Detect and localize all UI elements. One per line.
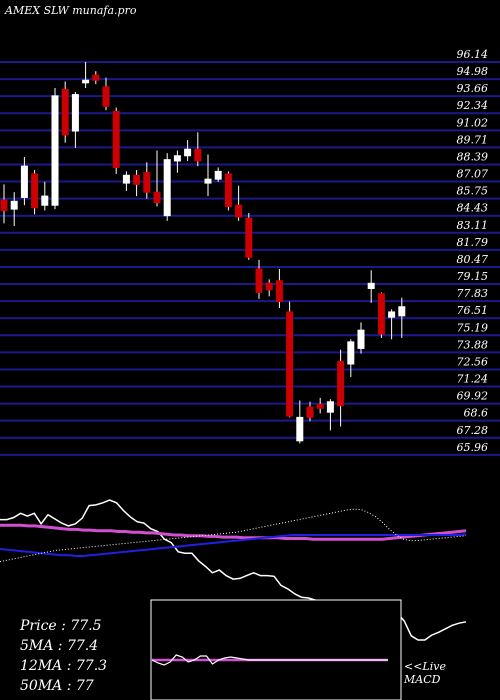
price-grid: [0, 61, 500, 456]
candle-body: [184, 148, 192, 157]
price-tick-label: 89.71: [457, 133, 489, 146]
candle-body: [326, 401, 334, 413]
macd-label: MACD: [404, 673, 441, 686]
price-tick-label: 91.02: [457, 116, 489, 129]
candle-body: [102, 86, 110, 107]
candle-body: [20, 165, 28, 198]
candle-body: [92, 74, 100, 81]
pink-line: [0, 523, 467, 541]
candle-body: [306, 406, 314, 418]
price-tick-label: 76.51: [457, 304, 489, 317]
candle-body: [377, 293, 385, 335]
price-tick-label: 80.47: [457, 253, 489, 266]
price-tick-label: 69.92: [457, 390, 489, 403]
price-tick-label: 96.14: [457, 48, 489, 61]
candle-body: [10, 200, 18, 210]
candle-body: [245, 217, 253, 258]
price-tick-label: 68.6: [464, 407, 489, 420]
price-tick-label: 67.28: [457, 424, 489, 437]
price-tick-label: 93.66: [457, 82, 489, 95]
price-tick-label: 75.19: [457, 321, 489, 334]
candle-body: [112, 110, 120, 168]
price-tick-label: 73.88: [457, 338, 489, 351]
candle-body: [367, 282, 375, 290]
candle-body: [51, 95, 59, 206]
price-tick-label: 72.56: [457, 355, 489, 368]
price-tick-label: 94.98: [457, 65, 489, 78]
price-tick-label: 87.07: [457, 168, 489, 181]
price-tick-label: 81.79: [457, 236, 489, 249]
live-label: <<Live: [404, 660, 446, 673]
candle-body: [122, 174, 130, 184]
dotted-line: [0, 508, 467, 563]
macd-caption: <<Live MACD: [404, 660, 446, 686]
candlestick-series: [0, 62, 406, 444]
candle-body: [133, 174, 141, 185]
candle-body: [316, 403, 324, 409]
macd-box: [150, 599, 402, 700]
price-tick-label: 88.39: [457, 150, 489, 163]
candle-body: [173, 155, 181, 162]
candle-body: [0, 199, 8, 211]
candle-body: [296, 416, 304, 442]
candle-body: [224, 173, 232, 208]
candle-body: [275, 280, 283, 303]
candle-body: [82, 79, 90, 84]
stats-box: Price : 77.5 5MA : 77.4 12MA : 77.3 50MA…: [20, 616, 107, 696]
candle-body: [337, 360, 345, 407]
candle-body: [71, 94, 79, 132]
candle-body: [163, 159, 171, 217]
candle-body: [214, 170, 222, 180]
candle-body: [286, 311, 294, 417]
chart-title: AMEX SLW munafa.pro: [5, 4, 137, 17]
candle-body: [153, 191, 161, 204]
candle-body: [388, 311, 396, 318]
candle-body: [61, 88, 69, 136]
candle-body: [31, 173, 39, 209]
price-tick-label: 85.75: [457, 185, 489, 198]
candle-body: [265, 282, 273, 291]
price-tick-label: 83.11: [457, 219, 489, 232]
price-axis-ticks: 96.14 94.98 93.66 92.34 91.02 89.71 88.39 87.07…: [457, 48, 489, 454]
price-tick-label: 92.34: [457, 99, 489, 112]
candle-body: [143, 172, 151, 193]
price-stat: Price : 77.5: [20, 618, 102, 634]
candle-body: [255, 268, 263, 293]
price-tick-label: 65.96: [457, 441, 489, 454]
candle-body: [398, 306, 406, 317]
candle-body: [235, 204, 243, 218]
candle-body: [357, 329, 365, 349]
candle-body: [194, 148, 202, 162]
ma5-stat: 5MA : 77.4: [20, 638, 99, 654]
blue-line: [0, 533, 467, 557]
ma12-stat: 12MA : 77.3: [20, 658, 108, 674]
macd-macd-line: [151, 654, 388, 666]
price-tick-label: 77.83: [457, 287, 489, 300]
macd-panel: [150, 599, 402, 700]
price-tick-label: 79.15: [457, 270, 489, 283]
ma50-stat: 50MA : 77: [20, 678, 94, 694]
price-tick-label: 71.24: [457, 373, 489, 386]
price-tick-label: 84.43: [457, 202, 489, 215]
candle-body: [41, 195, 49, 206]
candle-body: [347, 341, 355, 365]
candle-body: [204, 178, 212, 184]
